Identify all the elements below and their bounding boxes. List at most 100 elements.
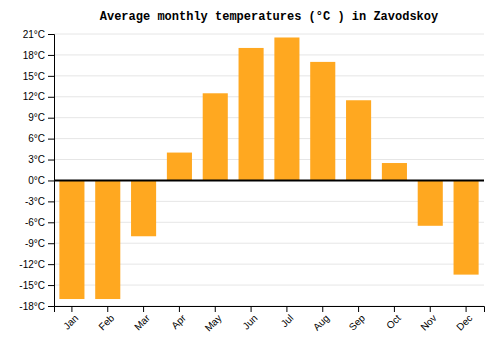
x-tick-mark (215, 306, 216, 312)
y-tick-label: -9°C (25, 238, 45, 249)
x-tick-mark (394, 306, 395, 312)
zero-line (54, 179, 484, 181)
y-tick: -15°C (19, 280, 54, 291)
x-tick-mark (430, 306, 431, 312)
y-tick-mark (48, 139, 54, 140)
x-tick-label: Jan (61, 312, 80, 331)
y-axis: -18°C -15°C -12°C -9°C -6°C -3°C 0°C 3°C 6°C 9°C 1… (19, 29, 54, 312)
x-tick: Jul (279, 306, 296, 329)
x-tick-label: May (203, 312, 224, 333)
bar (59, 180, 84, 299)
y-tick-mark (48, 201, 54, 202)
y-tick-mark (48, 264, 54, 265)
bar (346, 100, 371, 180)
y-axis-line (48, 35, 55, 307)
y-tick-label: -3°C (25, 196, 45, 207)
bar (239, 48, 264, 181)
x-tick-mark (358, 306, 359, 312)
y-tick-label: -6°C (25, 217, 45, 228)
y-tick: 3°C (28, 154, 54, 165)
x-tick: Aug (311, 306, 331, 333)
x-tick: Apr (169, 306, 188, 331)
y-tick-label: 0°C (28, 175, 45, 186)
y-tick-label: 21°C (23, 29, 45, 40)
x-tick: Dec (454, 306, 474, 333)
bar (131, 180, 156, 236)
y-tick-label: 9°C (28, 112, 45, 123)
bar (95, 180, 120, 299)
x-tick-label: Aug (311, 312, 331, 332)
y-tick-label: 3°C (28, 154, 45, 165)
y-tick-mark (48, 243, 54, 244)
y-tick: 12°C (23, 91, 54, 102)
grid-line (54, 159, 484, 160)
y-tick-mark (48, 76, 54, 77)
bar (274, 37, 299, 180)
bar (310, 62, 335, 181)
x-tick-mark (71, 306, 72, 312)
grid-line (54, 96, 484, 97)
x-tick-mark (179, 306, 180, 312)
y-tick: -6°C (25, 217, 54, 228)
y-tick-mark (48, 222, 54, 223)
y-tick-mark (48, 97, 54, 98)
x-tick-label: Apr (169, 312, 188, 331)
y-tick-label: -12°C (19, 259, 45, 270)
x-tick: Jun (240, 306, 259, 332)
x-tick: Oct (384, 306, 403, 331)
grid-line (54, 138, 484, 139)
x-tick-label: Jul (279, 312, 296, 329)
y-tick: 21°C (23, 29, 54, 40)
y-tick-mark (48, 285, 54, 286)
grid-line (54, 117, 484, 118)
x-tick-mark (143, 306, 144, 312)
x-tick-mark (286, 306, 287, 312)
y-tick-label: -15°C (19, 280, 45, 291)
x-tick-label: Jun (240, 312, 259, 331)
bar (203, 93, 228, 180)
x-tick: Sep (347, 306, 368, 333)
x-tick-mark (251, 306, 252, 312)
grid-line (54, 54, 484, 55)
y-tick-label: 6°C (28, 133, 45, 144)
x-tick-label: Oct (384, 312, 403, 331)
x-tick-label: Sep (347, 312, 368, 333)
grid (54, 34, 484, 306)
y-tick-mark (48, 118, 54, 119)
y-tick: 9°C (28, 112, 54, 123)
x-tick-label: Feb (96, 312, 116, 332)
x-tick-mark (107, 306, 108, 312)
y-tick-label: 15°C (23, 71, 45, 82)
grid-line (54, 75, 484, 76)
x-tick-mark (322, 306, 323, 312)
x-tick: Jan (61, 306, 80, 332)
y-tick: 6°C (28, 133, 54, 144)
x-tick-mark (466, 306, 467, 312)
y-tick-label: 18°C (23, 50, 45, 61)
x-tick: Feb (96, 306, 116, 332)
bar (167, 153, 192, 181)
grid-line (54, 180, 484, 181)
y-tick-mark (48, 34, 54, 35)
y-tick-mark (48, 306, 54, 307)
y-tick: 18°C (23, 50, 54, 61)
x-tick-label: Nov (418, 312, 438, 332)
x-axis-line (55, 307, 485, 313)
x-tick-label: Dec (454, 312, 474, 332)
x-axis: Jan Feb Mar Apr May Jun Jul Aug Sep Oct Nov Dec (55, 306, 485, 334)
x-tick-label: Mar (132, 312, 152, 332)
bar (418, 180, 443, 225)
y-tick: 15°C (23, 71, 54, 82)
x-tick: May (203, 306, 224, 334)
x-tick: Nov (418, 306, 438, 333)
bar (454, 180, 479, 274)
grid-line (54, 34, 484, 35)
chart: -18°C -15°C -12°C -9°C -6°C -3°C 0°C 3°C 6°C 9°C 1… (0, 0, 500, 350)
y-tick: 0°C (28, 175, 54, 186)
y-tick: -9°C (25, 238, 54, 249)
y-tick: -18°C (19, 301, 54, 312)
y-tick-mark (48, 55, 54, 56)
y-tick-label: -18°C (19, 301, 45, 312)
y-tick-mark (48, 180, 54, 181)
y-tick: -3°C (25, 196, 54, 207)
